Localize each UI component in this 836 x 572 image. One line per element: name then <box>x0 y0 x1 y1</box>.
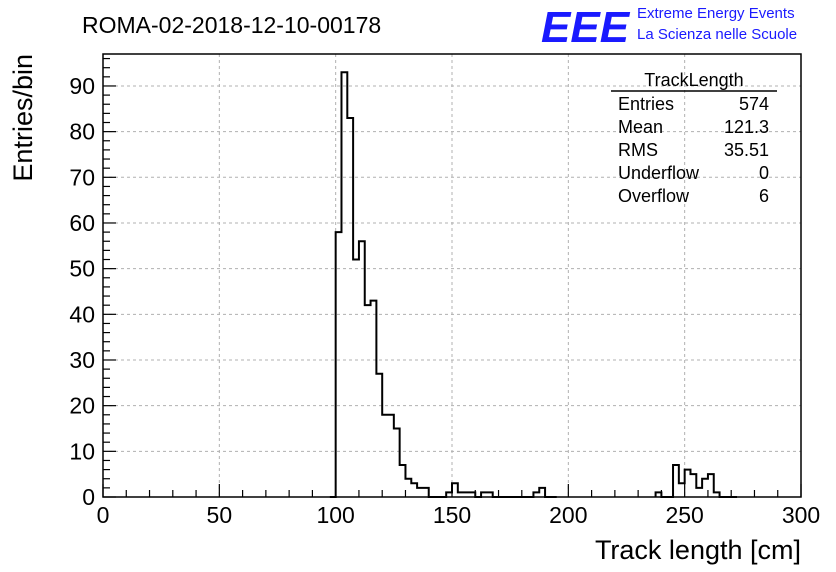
x-tick-label: 50 <box>207 502 233 528</box>
grid-lines <box>103 54 801 497</box>
x-axis-label: Track length [cm] <box>595 535 801 565</box>
x-tick-label: 250 <box>665 502 703 528</box>
stats-value: 35.51 <box>724 140 769 160</box>
y-tick-label: 70 <box>69 164 95 190</box>
y-tick-label: 30 <box>69 347 95 373</box>
y-tick-label: 90 <box>69 73 95 99</box>
y-tick-label: 20 <box>69 393 95 419</box>
y-tick-label: 50 <box>69 256 95 282</box>
stats-value: 0 <box>759 163 769 183</box>
stats-title: TrackLength <box>644 70 743 90</box>
stats-value: 6 <box>759 186 769 206</box>
y-tick-label: 0 <box>82 484 95 510</box>
stats-label: Overflow <box>618 186 690 206</box>
stats-value: 574 <box>739 94 769 114</box>
x-tick-label: 300 <box>782 502 820 528</box>
x-tick-label: 0 <box>97 502 110 528</box>
y-tick-label: 60 <box>69 210 95 236</box>
chart-title: ROMA-02-2018-12-10-00178 <box>82 12 381 38</box>
stats-label: Entries <box>618 94 674 114</box>
histogram-series <box>329 71 738 498</box>
y-tick-label: 10 <box>69 438 95 464</box>
stats-label: RMS <box>618 140 658 160</box>
x-tick-label: 150 <box>433 502 471 528</box>
x-tick-label: 100 <box>316 502 354 528</box>
y-axis-label: Entries/bin <box>8 54 38 182</box>
y-tick-label: 80 <box>69 119 95 145</box>
eee-logo: EEE <box>541 3 631 52</box>
stats-box: TrackLength Entries 574 Mean 121.3 RMS 35.51 U… <box>611 70 777 206</box>
y-tick-label: 40 <box>69 301 95 327</box>
stats-value: 121.3 <box>724 117 769 137</box>
x-tick-label: 200 <box>549 502 587 528</box>
logo-line-1: Extreme Energy Events <box>637 5 795 22</box>
logo-line-2: La Scienza nelle Scuole <box>637 26 797 43</box>
stats-label: Underflow <box>618 163 700 183</box>
stats-label: Mean <box>618 117 663 137</box>
